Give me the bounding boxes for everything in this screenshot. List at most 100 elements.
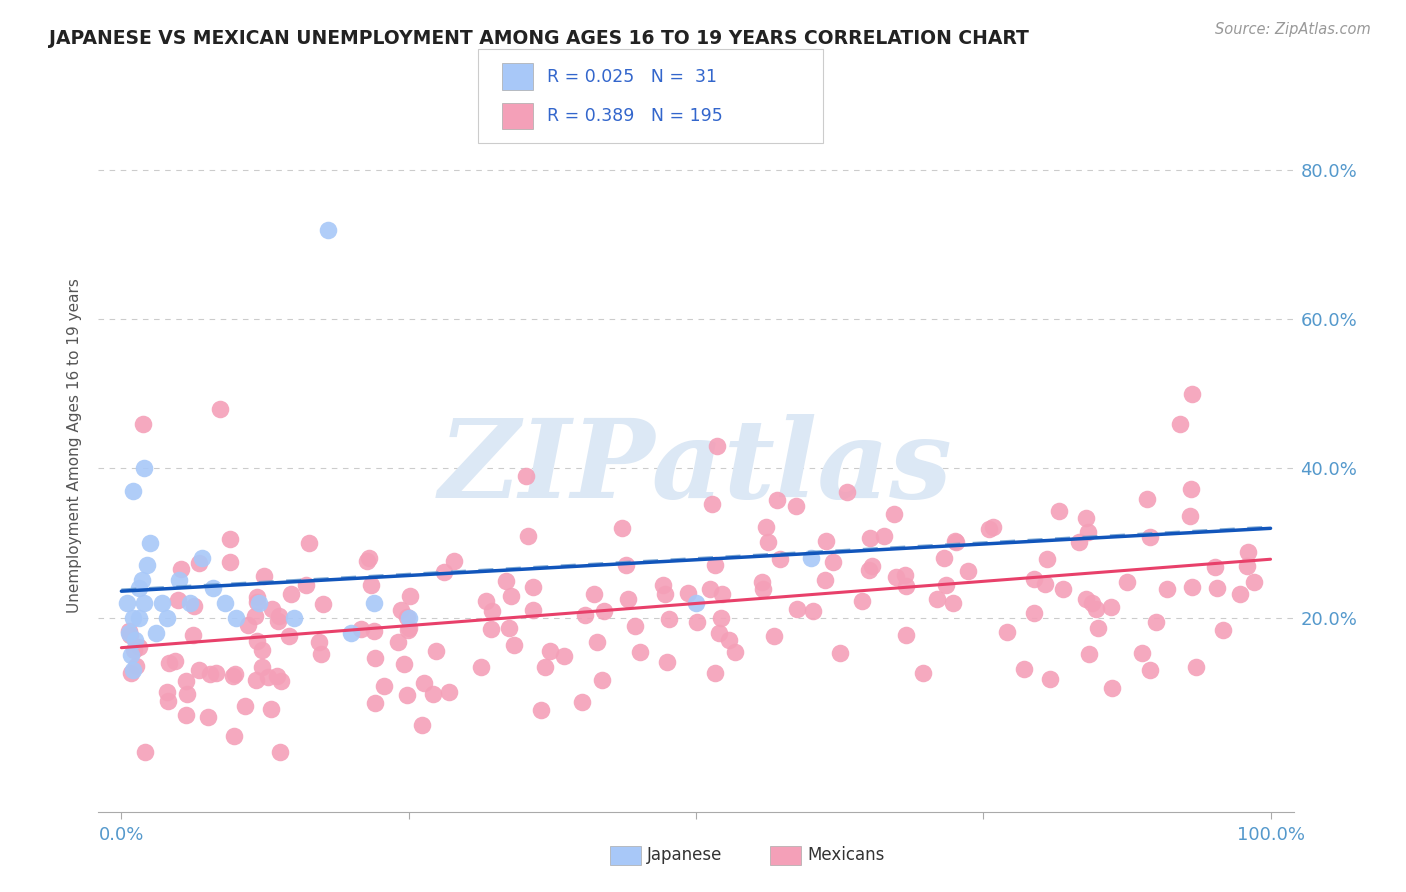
Point xyxy=(432,566,454,580)
Point xyxy=(957,564,980,578)
Text: Source: ZipAtlas.com: Source: ZipAtlas.com xyxy=(1215,22,1371,37)
Point xyxy=(894,568,917,582)
Point xyxy=(122,483,145,498)
Point xyxy=(835,485,858,500)
Point xyxy=(1024,572,1046,586)
Point xyxy=(246,595,269,609)
Point xyxy=(1022,606,1045,620)
Point xyxy=(883,507,905,521)
Point xyxy=(399,589,422,603)
Point xyxy=(591,673,613,688)
Point xyxy=(266,669,288,683)
Point xyxy=(425,644,447,658)
Point xyxy=(260,602,283,616)
Point xyxy=(398,621,420,635)
Point xyxy=(422,687,444,701)
Point xyxy=(1139,663,1161,677)
Point xyxy=(166,593,188,607)
Point xyxy=(553,648,575,663)
Point xyxy=(1035,551,1057,566)
Point xyxy=(752,582,775,596)
Point xyxy=(1074,592,1097,607)
Point xyxy=(751,574,773,589)
Point xyxy=(711,587,734,601)
Point xyxy=(260,701,283,715)
Point xyxy=(614,558,637,573)
Point xyxy=(1039,673,1062,687)
Point xyxy=(1136,492,1159,507)
Point xyxy=(1185,660,1208,674)
Point xyxy=(704,558,727,572)
Point xyxy=(396,623,419,637)
Point xyxy=(1180,482,1202,496)
Point xyxy=(181,627,204,641)
Point xyxy=(538,644,561,658)
Point xyxy=(517,529,540,543)
Point xyxy=(1204,559,1226,574)
Point xyxy=(396,610,419,624)
Point xyxy=(522,603,544,617)
Point xyxy=(312,597,335,611)
Point xyxy=(763,629,786,643)
Point xyxy=(942,597,965,611)
Point xyxy=(252,569,274,583)
Point xyxy=(150,596,173,610)
Point xyxy=(652,578,675,592)
Point xyxy=(498,621,520,635)
Point xyxy=(243,608,266,623)
Point xyxy=(387,635,409,649)
Point xyxy=(655,655,678,669)
Point xyxy=(218,533,240,547)
Point xyxy=(176,687,198,701)
Point xyxy=(935,578,957,592)
Point xyxy=(686,615,709,629)
Point xyxy=(131,417,153,431)
Point xyxy=(756,535,779,549)
Point xyxy=(529,703,551,717)
Point xyxy=(1116,575,1139,590)
Text: Japanese: Japanese xyxy=(647,847,723,864)
Point xyxy=(298,536,321,550)
Point xyxy=(224,667,246,681)
Point xyxy=(709,626,731,640)
Point xyxy=(1139,530,1161,544)
Point xyxy=(706,439,728,453)
Point xyxy=(398,610,420,624)
Point xyxy=(238,617,260,632)
Point xyxy=(995,625,1018,640)
Point xyxy=(209,401,232,416)
Point xyxy=(1084,602,1107,616)
Point xyxy=(1033,577,1056,591)
Point xyxy=(124,633,146,648)
Point xyxy=(115,596,138,610)
Point xyxy=(316,222,339,236)
Point xyxy=(120,648,142,662)
Point xyxy=(198,667,221,681)
Point xyxy=(364,651,387,665)
Point xyxy=(823,555,845,569)
Point xyxy=(704,666,727,681)
Point xyxy=(814,573,837,587)
Point xyxy=(851,594,873,608)
Point xyxy=(617,591,640,606)
Point xyxy=(658,612,681,626)
Point xyxy=(1130,646,1153,660)
Point xyxy=(197,710,219,724)
Point xyxy=(389,603,412,617)
Point xyxy=(128,610,150,624)
Point xyxy=(654,587,676,601)
Point xyxy=(179,596,201,610)
Point xyxy=(894,579,917,593)
Point xyxy=(128,640,150,654)
Point xyxy=(156,610,179,624)
Point xyxy=(927,591,949,606)
Text: R = 0.025   N =  31: R = 0.025 N = 31 xyxy=(547,68,717,86)
Point xyxy=(610,521,633,535)
Point xyxy=(202,581,225,595)
Point xyxy=(801,604,824,618)
Point xyxy=(443,554,465,568)
Point xyxy=(250,643,273,657)
Point xyxy=(191,551,214,566)
Point xyxy=(503,638,526,652)
Text: JAPANESE VS MEXICAN UNEMPLOYMENT AMONG AGES 16 TO 19 YEARS CORRELATION CHART: JAPANESE VS MEXICAN UNEMPLOYMENT AMONG A… xyxy=(49,29,1029,47)
